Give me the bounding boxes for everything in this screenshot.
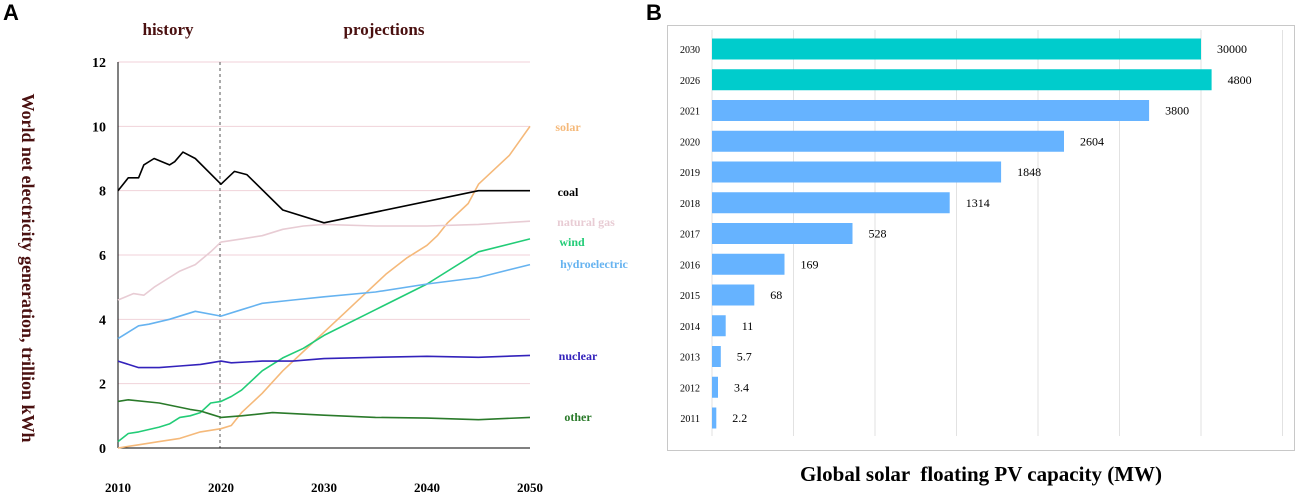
y-axis-title: World net electricity generation, trilli…: [18, 94, 38, 443]
section-label-projections: projections: [344, 20, 425, 39]
y-tick-label: 12: [92, 56, 106, 71]
series-line-solar: [117, 125, 531, 449]
series-label-hydroelectric: hydroelectric: [560, 257, 628, 271]
x-tick-label: 2020: [208, 480, 234, 495]
category-label: 2020: [680, 137, 700, 148]
bar-2015: [712, 284, 755, 306]
bar-chart-gridlines: [711, 30, 1283, 436]
category-label: 2015: [680, 291, 700, 302]
bar-2011: [712, 407, 717, 429]
series-line-hydroelectric: [117, 263, 531, 340]
y-tick-label: 2: [99, 378, 106, 393]
bar-2030: [712, 38, 1201, 60]
line-chart-series-labels: solar coal natural gas wind hydroelectric nuc…: [555, 120, 628, 424]
bar-2016: [712, 253, 785, 275]
y-tick-label: 6: [99, 249, 106, 264]
category-label: 2013: [680, 353, 700, 364]
bar-2020: [712, 130, 1064, 152]
x-tick-label: 2030: [311, 480, 337, 495]
value-label: 11: [742, 319, 754, 333]
value-label: 528: [869, 227, 887, 241]
bar-chart-x-axis-title: Global solar floating PV capacity (MW): [799, 462, 1163, 486]
series-line-coal: [117, 151, 530, 224]
value-label: 2.2: [732, 411, 747, 425]
value-label: 1848: [1017, 165, 1041, 179]
series-label-solar: solar: [555, 120, 581, 134]
value-label: 5.7: [737, 350, 752, 364]
series-line-nuclear: [117, 354, 531, 369]
bar-2021: [712, 100, 1150, 121]
category-label: 2016: [680, 260, 700, 271]
value-label: 3800: [1165, 104, 1189, 118]
bar-2018: [712, 192, 950, 214]
section-label-history: history: [143, 20, 195, 39]
x-tick-label: 2010: [105, 480, 131, 495]
line-chart-gridlines: [118, 61, 530, 385]
line-chart-generation: 0 2 4 6 8 10 12 2010 2020 2030 2040 2050 solar coal n…: [18, 20, 629, 495]
category-label: 2012: [680, 383, 700, 394]
value-label: 30000: [1217, 42, 1247, 56]
category-label: 2014: [680, 322, 700, 333]
series-label-wind: wind: [559, 235, 585, 249]
series-label-other: other: [564, 410, 592, 424]
value-label: 4800: [1228, 73, 1252, 87]
panel-b-letter: B: [646, 0, 662, 25]
category-label: 2026: [680, 76, 700, 87]
series-label-nuclear: nuclear: [559, 349, 598, 363]
bar-chart-frame: [667, 25, 1295, 451]
panel-a-letter: A: [3, 0, 19, 25]
category-label: 2018: [680, 199, 700, 210]
category-label: 2019: [680, 168, 700, 179]
bar-2014: [712, 315, 726, 337]
bar-chart-bars: 2030 30000 2026 4800 2021 3800 2020 2604 2019 184…: [680, 38, 1252, 429]
series-label-natural-gas: natural gas: [557, 215, 615, 229]
category-label: 2011: [680, 414, 700, 425]
value-label: 68: [770, 288, 782, 302]
category-label: 2017: [680, 230, 700, 241]
category-label: 2030: [680, 45, 700, 56]
x-tick-label: 2040: [414, 480, 440, 495]
y-tick-label: 0: [99, 442, 106, 457]
value-label: 2604: [1080, 134, 1104, 148]
value-label: 169: [801, 257, 819, 271]
y-tick-label: 4: [99, 313, 106, 328]
line-chart-series: [117, 125, 531, 449]
series-label-coal: coal: [558, 185, 579, 199]
series-line-other: [117, 399, 531, 421]
bar-2013: [712, 346, 721, 367]
bar-2012: [712, 376, 718, 398]
bar-2017: [712, 223, 853, 244]
series-line-natural-gas: [117, 220, 531, 301]
series-line-wind: [117, 238, 531, 443]
bar-2019: [712, 161, 1002, 183]
y-tick-label: 8: [99, 185, 106, 200]
bar-chart-floating-pv: 2030 30000 2026 4800 2021 3800 2020 2604 2019 184…: [680, 30, 1283, 436]
category-label: 2021: [680, 107, 700, 118]
value-label: 3.4: [734, 380, 749, 394]
x-tick-label: 2050: [517, 480, 543, 495]
bar-2026: [712, 69, 1212, 91]
line-chart-ticks: 0 2 4 6 8 10 12 2010 2020 2030 2040 2050: [92, 56, 543, 495]
y-tick-label: 10: [92, 120, 106, 135]
value-label: 1314: [966, 196, 990, 210]
